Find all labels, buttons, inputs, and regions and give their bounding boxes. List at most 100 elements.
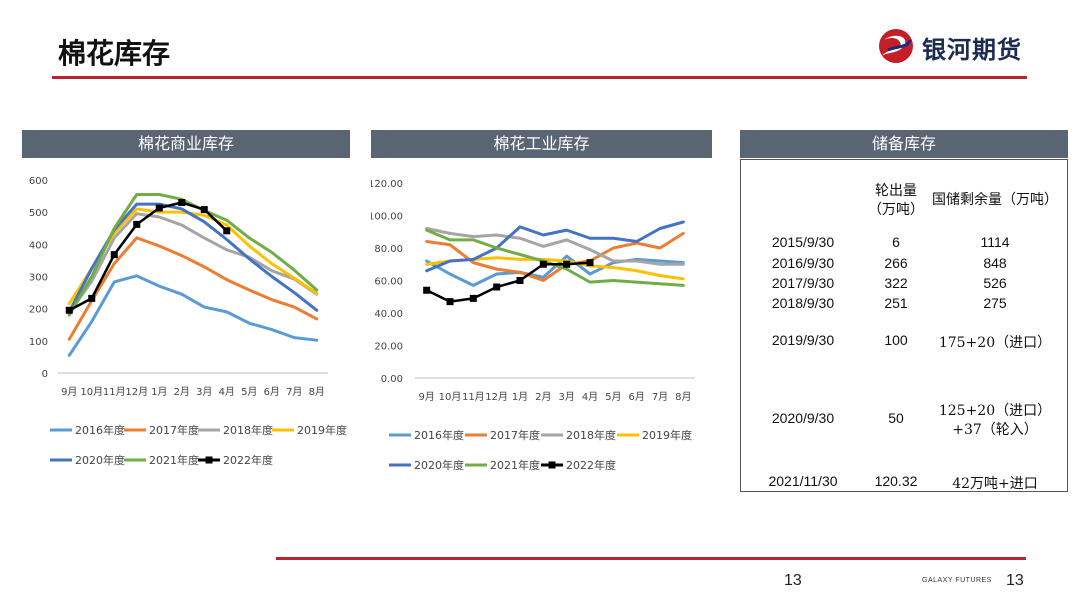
y-tick-label: 400 bbox=[29, 240, 48, 251]
legend-label: 2022年度 bbox=[566, 458, 616, 472]
series-line bbox=[67, 236, 319, 341]
table-row-date: 2017/9/30 bbox=[771, 275, 835, 291]
x-tick-label: 12月 bbox=[485, 391, 508, 403]
table-row-remain: 42万吨+进口 bbox=[952, 476, 1038, 492]
table-row-remain: 1114 bbox=[980, 234, 1010, 250]
series-line bbox=[425, 220, 685, 273]
y-tick-label: 40.00 bbox=[374, 309, 403, 320]
table-row-out: 322 bbox=[884, 275, 908, 291]
table-row-remain-extra: +37（轮入） bbox=[952, 422, 1038, 438]
page-title: 棉花库存 bbox=[58, 37, 171, 70]
legend-label: 2021年度 bbox=[149, 453, 199, 467]
x-tick-label: 4月 bbox=[219, 386, 235, 398]
x-tick-label: 3月 bbox=[196, 386, 212, 398]
y-tick-label: 100.00 bbox=[371, 212, 403, 223]
table-row-out: 251 bbox=[884, 295, 908, 311]
panel-header-industrial: 棉花工业库存 bbox=[371, 130, 712, 158]
table-row-out: 120.32 bbox=[874, 473, 918, 489]
x-tick-label: 5月 bbox=[605, 391, 621, 403]
x-tick-label: 8月 bbox=[675, 391, 691, 403]
industrial-inventory-chart: 0.00 20.00 40.00 60.00 80.00 100.00 120.00 9月 10… bbox=[371, 179, 695, 472]
series-line bbox=[425, 261, 592, 303]
x-tick-label: 9月 bbox=[61, 386, 77, 398]
data-point bbox=[110, 251, 118, 259]
series-line bbox=[67, 274, 319, 357]
y-tick-label: 60.00 bbox=[374, 277, 403, 288]
data-point bbox=[493, 283, 501, 291]
header-divider bbox=[52, 76, 1027, 79]
y-tick-label: 500 bbox=[29, 208, 48, 219]
table-row-date: 2016/9/30 bbox=[771, 255, 835, 271]
legend-label: 2020年度 bbox=[414, 458, 464, 472]
table-row-date: 2018/9/30 bbox=[771, 295, 835, 311]
legend-label: 2019年度 bbox=[297, 423, 347, 437]
brand-name: 银河期货 bbox=[922, 36, 1022, 64]
table-row-out: 266 bbox=[884, 255, 908, 271]
x-tick-label: 3月 bbox=[558, 391, 574, 403]
table-row-remain: 175+20（进口） bbox=[938, 335, 1052, 351]
data-point bbox=[65, 306, 73, 314]
data-point bbox=[88, 294, 96, 302]
x-tick-label: 2月 bbox=[174, 386, 190, 398]
footer-divider bbox=[276, 557, 1026, 560]
x-tick-label: 6月 bbox=[264, 386, 280, 398]
x-tick-label: 2月 bbox=[535, 391, 551, 403]
legend-label: 2017年度 bbox=[490, 428, 540, 442]
legend-label: 2020年度 bbox=[75, 453, 125, 467]
table-row-out: 6 bbox=[892, 234, 900, 250]
data-point bbox=[200, 206, 208, 214]
page-number-center: 13 bbox=[784, 572, 802, 589]
table-row-remain: 275 bbox=[983, 295, 1007, 311]
data-point bbox=[563, 260, 571, 268]
y-tick-label: 100 bbox=[29, 337, 48, 348]
legend-label: 2019年度 bbox=[642, 428, 692, 442]
page-number-right: 13 bbox=[1006, 572, 1024, 589]
x-tick-label: 10月 bbox=[80, 386, 103, 398]
y-tick-label: 0.00 bbox=[381, 374, 403, 385]
table-row-date: 2021/11/30 bbox=[768, 473, 838, 489]
commercial-inventory-chart: 0 100 200 300 400 500 600 9月 10月 11月 12月 1月 2月 3月 4月 5月… bbox=[29, 176, 347, 467]
column-header-out-line1: 轮出量 bbox=[875, 183, 917, 199]
x-tick-label: 12月 bbox=[125, 386, 148, 398]
data-point bbox=[586, 259, 594, 267]
legend-marker bbox=[548, 461, 556, 469]
series-line bbox=[67, 207, 319, 306]
y-tick-label: 200 bbox=[29, 305, 48, 316]
legend-label: 2016年度 bbox=[414, 428, 464, 442]
legend-label: 2021年度 bbox=[490, 458, 540, 472]
x-tick-label: 7月 bbox=[652, 391, 668, 403]
series-line bbox=[425, 254, 685, 287]
legend-label: 2018年度 bbox=[223, 423, 273, 437]
y-tick-label: 20.00 bbox=[374, 342, 403, 353]
legend-label: 2016年度 bbox=[75, 423, 125, 437]
table-row-date: 2019/9/30 bbox=[771, 332, 835, 348]
data-point bbox=[423, 286, 431, 294]
legend-label: 2017年度 bbox=[149, 423, 199, 437]
x-tick-label: 5月 bbox=[241, 386, 257, 398]
y-tick-label: 0 bbox=[42, 369, 48, 380]
data-point bbox=[516, 277, 524, 284]
y-tick-label: 600 bbox=[29, 176, 48, 187]
brand-logo-icon bbox=[879, 29, 913, 63]
x-tick-label: 6月 bbox=[628, 391, 644, 403]
x-tick-label: 8月 bbox=[309, 386, 325, 398]
table-row-remain: 848 bbox=[983, 255, 1007, 271]
reserve-table: 轮出量 （万吨） 国储剩余量（万吨） 2015/9/30 6 1114 2016… bbox=[740, 159, 1068, 492]
x-tick-label: 7月 bbox=[286, 386, 302, 398]
column-header-out-line2: （万吨） bbox=[868, 202, 924, 218]
series-line bbox=[425, 227, 685, 266]
data-point bbox=[133, 220, 141, 228]
data-point bbox=[178, 199, 186, 207]
x-tick-label: 11月 bbox=[103, 386, 126, 398]
x-tick-label: 1月 bbox=[151, 386, 167, 398]
x-tick-label: 9月 bbox=[418, 391, 434, 403]
x-tick-label: 1月 bbox=[512, 391, 528, 403]
y-tick-label: 80.00 bbox=[374, 244, 403, 255]
column-header-remain: 国储剩余量（万吨） bbox=[932, 192, 1058, 208]
data-point bbox=[469, 294, 477, 302]
data-point bbox=[155, 204, 163, 212]
table-row-date: 2020/9/30 bbox=[771, 410, 835, 426]
x-tick-label: 4月 bbox=[582, 391, 598, 403]
legend-label: 2022年度 bbox=[223, 453, 273, 467]
y-tick-label: 120.00 bbox=[371, 179, 403, 190]
